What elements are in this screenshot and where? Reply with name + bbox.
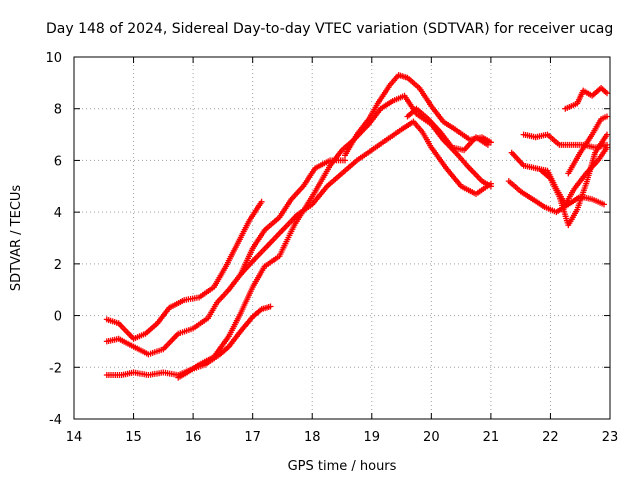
x-tick-label: 16 bbox=[185, 430, 202, 445]
series-arc-5 bbox=[237, 157, 348, 278]
x-tick-label: 20 bbox=[423, 430, 440, 445]
y-tick-label: 6 bbox=[54, 154, 62, 169]
data-point bbox=[604, 90, 610, 97]
y-tick-label: -2 bbox=[49, 361, 62, 376]
y-tick-label: 2 bbox=[54, 258, 62, 273]
data-point bbox=[604, 141, 610, 148]
data-point bbox=[342, 157, 348, 164]
x-tick-label: 17 bbox=[244, 430, 261, 445]
x-tick-label: 22 bbox=[542, 430, 559, 445]
plot-frame bbox=[73, 56, 611, 420]
data-point bbox=[484, 141, 491, 148]
chart-title: Day 148 of 2024, Sidereal Day-to-day VTE… bbox=[46, 21, 613, 37]
series-arc-10 bbox=[520, 131, 610, 151]
x-tick-label: 14 bbox=[66, 430, 83, 445]
y-axis-label: SDTVAR / TECUs bbox=[9, 185, 24, 292]
x-axis-label: GPS time / hours bbox=[288, 459, 397, 474]
y-tick-label: 4 bbox=[54, 206, 62, 221]
series-arc-13 bbox=[565, 113, 610, 177]
series-arc-3 bbox=[103, 198, 265, 342]
data-layer bbox=[103, 72, 610, 381]
x-tick-label: 18 bbox=[304, 430, 321, 445]
series-arc-1 bbox=[103, 303, 274, 378]
data-point bbox=[267, 303, 274, 310]
data-point bbox=[604, 113, 610, 120]
data-point bbox=[258, 198, 265, 205]
series-arc-11 bbox=[538, 131, 610, 229]
x-tick-label: 15 bbox=[125, 430, 142, 445]
y-tick-label: 0 bbox=[54, 310, 62, 325]
series-arc-2 bbox=[103, 118, 494, 358]
series-arc-12 bbox=[562, 85, 610, 112]
y-tick-label: -4 bbox=[49, 413, 62, 428]
y-tick-label: 8 bbox=[54, 103, 62, 118]
data-point bbox=[487, 183, 494, 190]
x-tick-label: 21 bbox=[483, 430, 500, 445]
grid-layer bbox=[74, 57, 610, 419]
y-tick-label: 10 bbox=[45, 51, 62, 66]
series-arc-7 bbox=[404, 105, 491, 154]
series-arc-6 bbox=[342, 72, 494, 159]
data-point bbox=[604, 131, 610, 138]
x-tick-label: 19 bbox=[364, 430, 381, 445]
x-tick-label: 23 bbox=[602, 430, 619, 445]
data-point bbox=[601, 201, 607, 208]
tick-layer: 14 15 16 17 18 19 20 21 22 23 -4 -2 0 2 4 6 8 10 bbox=[45, 51, 618, 445]
